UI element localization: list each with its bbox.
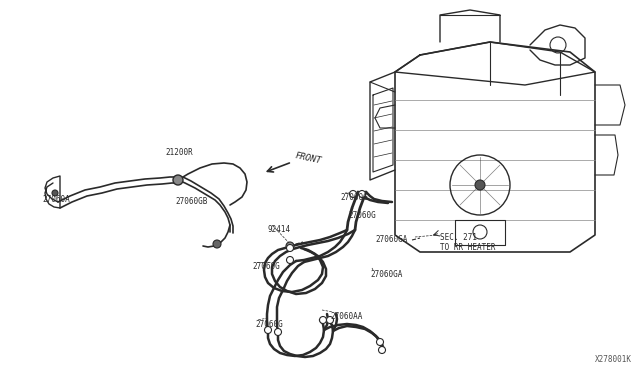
Text: 27060GA: 27060GA <box>370 270 403 279</box>
Circle shape <box>326 317 333 324</box>
Text: SEC. 271: SEC. 271 <box>440 233 477 242</box>
Text: 27060G: 27060G <box>348 211 376 220</box>
Circle shape <box>376 339 383 346</box>
Text: 27060A: 27060A <box>42 195 70 204</box>
Circle shape <box>213 240 221 248</box>
Text: 27060GA: 27060GA <box>375 235 408 244</box>
Circle shape <box>319 317 326 324</box>
Circle shape <box>275 328 282 336</box>
Text: 27060G: 27060G <box>340 193 368 202</box>
Text: TO RR HEATER: TO RR HEATER <box>440 243 495 252</box>
Circle shape <box>173 175 183 185</box>
Text: 27060GB: 27060GB <box>175 197 207 206</box>
Text: FRONT: FRONT <box>294 151 322 165</box>
Circle shape <box>52 190 58 196</box>
Text: 21200R: 21200R <box>165 148 193 157</box>
Circle shape <box>287 244 294 251</box>
Circle shape <box>264 327 271 334</box>
Text: 27060G: 27060G <box>252 262 280 271</box>
Circle shape <box>287 257 294 263</box>
Circle shape <box>475 180 485 190</box>
Circle shape <box>349 190 356 198</box>
Circle shape <box>358 190 365 198</box>
Circle shape <box>378 346 385 353</box>
Text: 27060G: 27060G <box>255 320 283 329</box>
Text: 27060AA: 27060AA <box>330 312 362 321</box>
Circle shape <box>286 242 294 250</box>
Text: 92414: 92414 <box>268 225 291 234</box>
Text: X278001K: X278001K <box>595 355 632 364</box>
